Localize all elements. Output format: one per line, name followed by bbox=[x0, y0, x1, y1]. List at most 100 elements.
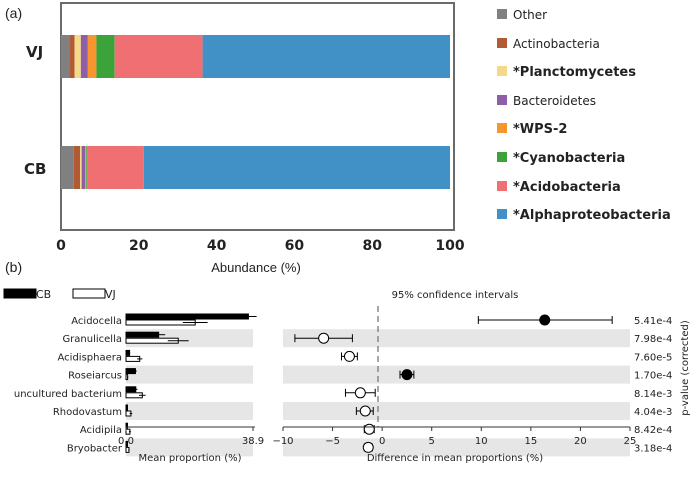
legend-label-bacteroidetes: Bacteroidetes bbox=[513, 94, 596, 108]
bar-cb-cyanobacteria bbox=[86, 146, 88, 189]
legend-label-alphaproteobacteria: *Alphaproteobacteria bbox=[513, 208, 671, 223]
x-axis-label: Abundance (%) bbox=[211, 260, 301, 275]
panel-b-label: (b) bbox=[5, 259, 22, 275]
x-tick-label-0: 0 bbox=[56, 238, 66, 254]
bar-vj-actinobacteria bbox=[69, 35, 75, 78]
genus-label-acidipila: Acidipila bbox=[80, 425, 122, 436]
legend-label-wps-2: *WPS-2 bbox=[513, 122, 567, 137]
x-tick-label-20: 20 bbox=[129, 238, 149, 254]
legend-cb-swatch bbox=[3, 288, 37, 299]
right-tick-label-5: −5 bbox=[325, 436, 340, 447]
right-row-band bbox=[283, 365, 630, 384]
bar-cb-alphaproteobacteria bbox=[143, 146, 450, 189]
legend-cb-label: CB bbox=[36, 288, 51, 301]
panel-a-label: (a) bbox=[5, 5, 22, 21]
right-tick-label-25: 25 bbox=[624, 436, 637, 447]
right-tick-label-20: 20 bbox=[574, 436, 587, 447]
bar-vj-acidobacteria bbox=[114, 35, 203, 78]
bar-cb-actinobacteria bbox=[73, 146, 81, 189]
ci-point-roseiarcus bbox=[401, 369, 413, 381]
legend-cb: CB bbox=[3, 288, 51, 301]
category-label-cb: CB bbox=[24, 160, 46, 178]
legend-vj-label: VJ bbox=[105, 288, 116, 301]
genus-label-roseiarcus: Roseiarcus bbox=[68, 371, 122, 382]
bar-vj-planctomycetes bbox=[74, 35, 81, 78]
bar-vj-wps-2 bbox=[87, 35, 97, 78]
p-value-acidisphaera: 7.60e-5 bbox=[634, 352, 672, 363]
legend-swatch-actinobacteria bbox=[497, 38, 507, 48]
proportion-bars bbox=[125, 313, 257, 453]
legend-swatch-bacteroidetes bbox=[497, 95, 507, 105]
ci-points bbox=[294, 314, 613, 453]
legend-label-acidobacteria: *Acidobacteria bbox=[513, 180, 621, 195]
stacked-bar-chart: VJ CB 0 20 40 60 80 100 Abundance (%) Other Ac… bbox=[24, 2, 671, 275]
bar-cb-roseiarcus bbox=[125, 368, 136, 375]
legend-swatch-other bbox=[497, 9, 507, 19]
bar-cb-wps-2 bbox=[85, 146, 87, 189]
genus-label-rhodovastum: Rhodovastum bbox=[53, 407, 122, 418]
left-row-band bbox=[126, 365, 253, 384]
genus-labels: Acidocella Granulicella Acidisphaera Roseia… bbox=[14, 316, 123, 454]
bar-cb-other bbox=[61, 146, 74, 189]
ci-point-bryobacter bbox=[362, 441, 374, 453]
legend-swatch-cyanobacteria bbox=[497, 152, 507, 162]
right-tick-label-10: −10 bbox=[272, 436, 293, 447]
legend-swatch-alphaproteobacteria bbox=[497, 209, 507, 219]
ci-point-acidipila bbox=[363, 423, 375, 435]
genus-label-bryobacter: Bryobacter bbox=[67, 443, 123, 454]
ci-point-granulicella bbox=[318, 332, 330, 344]
p-value-uncultured-bacterium: 8.14e-3 bbox=[634, 389, 672, 400]
legend-label-other: Other bbox=[513, 8, 547, 22]
x-tick-label-100: 100 bbox=[435, 238, 464, 254]
ci-point-rhodovastum bbox=[359, 405, 371, 417]
right-x-axis-label: Difference in mean proportions (%) bbox=[367, 453, 543, 464]
x-tick-label-80: 80 bbox=[362, 238, 382, 254]
legend-vj: VJ bbox=[72, 288, 116, 301]
bar-vj-bacteroidetes bbox=[80, 35, 88, 78]
legend-swatch-acidobacteria bbox=[497, 181, 507, 191]
left-tick-label-0: 0.0 bbox=[118, 436, 134, 447]
legend-label-planctomycetes: *Planctomycetes bbox=[513, 65, 636, 80]
legend: Other Actinobacteria *Planctomycetes Bacter… bbox=[497, 8, 671, 223]
legend-vj-swatch bbox=[72, 288, 106, 299]
bar-cb-acidocella bbox=[125, 313, 249, 320]
p-value-acidocella: 5.41e-4 bbox=[634, 316, 672, 327]
genus-label-acidocella: Acidocella bbox=[71, 316, 122, 327]
left-x-axis-label: Mean proportion (%) bbox=[139, 453, 242, 464]
p-value-roseiarcus: 1.70e-4 bbox=[634, 371, 672, 382]
right-tick-label-0: 0 bbox=[379, 436, 385, 447]
p-value-axis-label: p-value (corrected) bbox=[680, 320, 691, 416]
bar-vj-other bbox=[61, 35, 70, 78]
bar-vj-alphaproteobacteria bbox=[202, 35, 450, 78]
confidence-interval-chart: 95% confidence intervals −10 −5 0 5 10 15 20 25… bbox=[272, 290, 691, 464]
p-value-acidipila: 8.42e-4 bbox=[634, 425, 672, 436]
bar-cb-planctomycetes bbox=[80, 146, 82, 189]
legend-swatch-wps-2 bbox=[497, 123, 507, 133]
left-row-band bbox=[126, 402, 253, 420]
legend-swatch-planctomycetes bbox=[497, 66, 507, 76]
x-tick-label-40: 40 bbox=[207, 238, 227, 254]
genus-label-granulicella: Granulicella bbox=[62, 334, 122, 345]
bar-cb-bryobacter bbox=[125, 440, 128, 447]
ci-title: 95% confidence intervals bbox=[392, 290, 519, 301]
category-label-vj: VJ bbox=[26, 43, 43, 61]
right-row-band bbox=[283, 402, 630, 420]
bar-vj-cyanobacteria bbox=[96, 35, 115, 78]
right-tick-label-15: 15 bbox=[524, 436, 537, 447]
right-x-ticks: −10 −5 0 5 10 15 20 25 bbox=[272, 427, 636, 447]
p-value-granulicella: 7.98e-4 bbox=[634, 334, 672, 345]
right-tick-label-5: 5 bbox=[429, 436, 435, 447]
legend-label-cyanobacteria: *Cyanobacteria bbox=[513, 151, 625, 166]
p-value-bryobacter: 3.18e-4 bbox=[634, 443, 672, 454]
bar-cb-acidobacteria bbox=[87, 146, 144, 189]
ci-point-acidisphaera bbox=[343, 350, 355, 362]
ci-point-acidocella bbox=[539, 314, 551, 326]
legend-label-actinobacteria: Actinobacteria bbox=[513, 37, 600, 51]
p-value-rhodovastum: 4.04e-3 bbox=[634, 407, 672, 418]
x-axis-ticks: 0 20 40 60 80 100 bbox=[56, 238, 465, 254]
right-row-band bbox=[283, 329, 630, 348]
genus-label-uncultured-bacterium: uncultured bacterium bbox=[14, 389, 122, 400]
p-value-labels: 5.41e-4 7.98e-4 7.60e-5 1.70e-4 8.14e-3 4.04e… bbox=[634, 316, 672, 454]
ci-point-uncultured-bacterium bbox=[354, 387, 366, 399]
